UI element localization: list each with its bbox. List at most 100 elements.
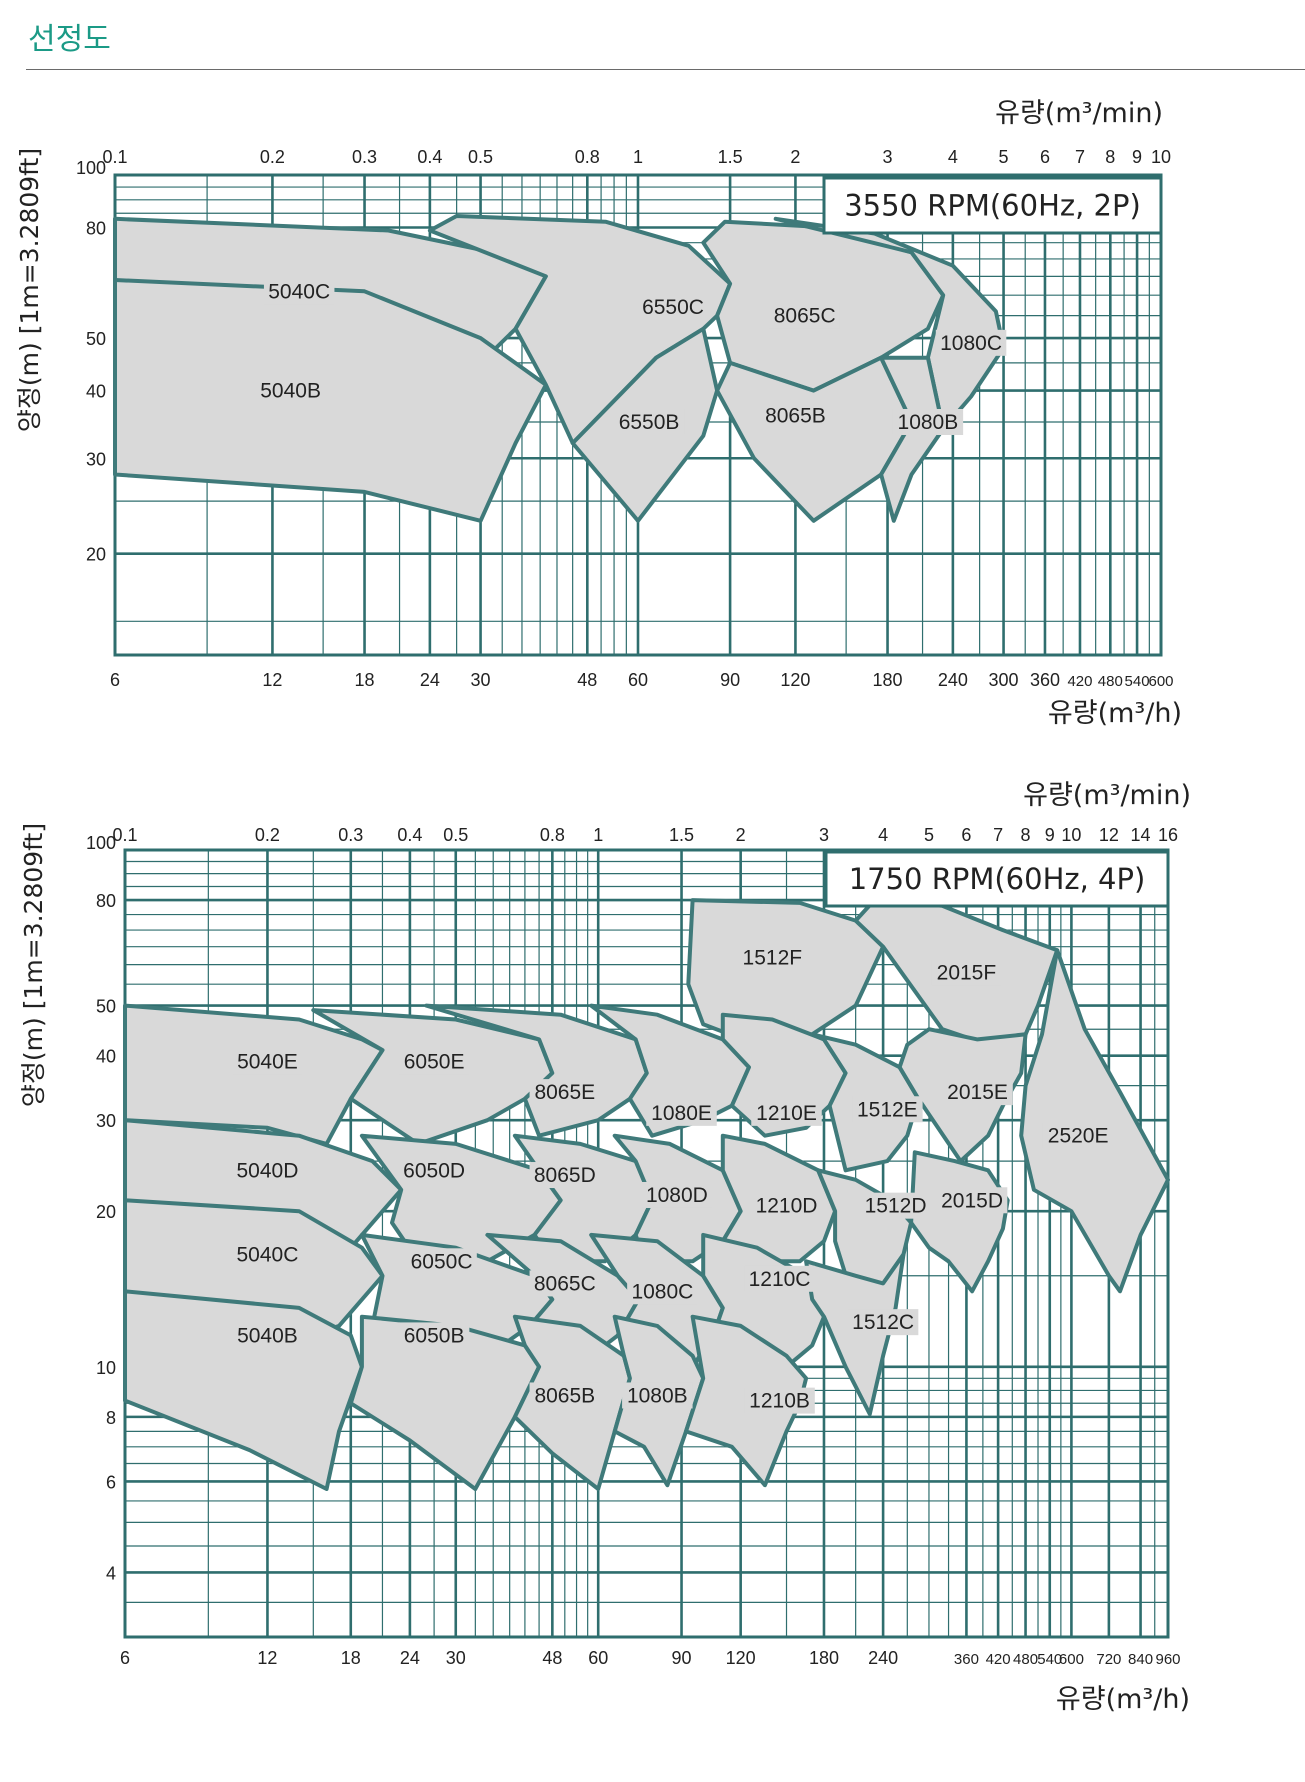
x-tick-top: 4 [948, 147, 958, 167]
model-label-bg [1042, 1122, 1114, 1149]
x-tick-top: 0.8 [575, 147, 600, 167]
x-tick-top: 0.5 [443, 825, 468, 845]
model-label: 8065C [774, 305, 836, 328]
model-label-bg [406, 1248, 477, 1275]
x-tick-top: 5 [999, 147, 1009, 167]
model-label: 2015F [937, 961, 997, 984]
x-tick-bottom: 180 [873, 670, 903, 690]
model-label: 1080B [898, 411, 959, 434]
model-label-bg [646, 1099, 717, 1126]
tick-labels: 0.1 0.2 0.3 0.4 0.5 0.8 1 1.5 2 3 4 5 6 7 8 9 10 12 14 166 1… [86, 825, 1181, 1668]
model-label-bg [737, 944, 808, 971]
model-label-bg [931, 959, 1002, 986]
model-label: 6050D [403, 1159, 465, 1182]
model-label: 5040E [237, 1050, 298, 1073]
y-tick: 4 [106, 1563, 116, 1583]
model-label-bg [232, 1322, 303, 1349]
y-tick: 30 [86, 449, 106, 469]
chart-title-box [822, 176, 1163, 235]
model-label: 1080D [646, 1184, 708, 1207]
chart-title: 3550 RPM(60Hz, 2P) [844, 189, 1141, 223]
model-label-bg [637, 294, 709, 321]
x-tick-top: 10 [1151, 147, 1171, 167]
x-axis-title-bottom: 유량(m³/h) [1056, 1684, 1190, 1715]
model-label-bg [769, 302, 840, 329]
y-tick: 100 [86, 833, 116, 853]
x-tick-bottom: 48 [577, 670, 597, 690]
y-axis-title: 양정(m) [1m=3.2809ft] [19, 823, 48, 1107]
model-regions [123, 898, 1170, 1491]
tick-labels: 0.1 0.2 0.3 0.4 0.5 0.8 1 1.5 2 3 4 5 6 7 8 9 10 6 12 18 24 3… [76, 147, 1174, 690]
y-tick: 8 [106, 1408, 116, 1428]
x-tick-bottom: 360 [954, 1651, 979, 1668]
model-label: 1512C [852, 1311, 914, 1334]
x-tick-top: 8 [1105, 147, 1115, 167]
x-tick-bottom: 540 [1125, 673, 1150, 690]
y-tick: 80 [96, 891, 116, 911]
model-label: 6050B [404, 1324, 465, 1347]
x-tick-bottom: 240 [868, 1648, 898, 1668]
model-label: 6550B [619, 411, 680, 434]
y-tick: 50 [96, 997, 116, 1017]
model-label-bg [529, 1079, 601, 1106]
x-tick-top: 1 [633, 147, 643, 167]
x-tick-bottom: 30 [471, 670, 491, 690]
model-label: 8065E [534, 1081, 595, 1104]
model-label: 2015D [941, 1189, 1003, 1212]
model-label: 6050E [404, 1050, 465, 1073]
model-region-1512f [686, 898, 886, 1047]
model-region-5040b [123, 1289, 364, 1491]
model-label-bg [852, 1096, 923, 1123]
chart-3550rpm: 5040C 5040B 6550C 6550B 8065C 8065B 1080C 1080B… [15, 98, 1182, 729]
model-label-bg [744, 1265, 815, 1292]
x-tick-bottom: 18 [355, 670, 375, 690]
model-label: 5040C [237, 1243, 299, 1266]
y-tick: 10 [96, 1358, 116, 1378]
model-label: 1512E [857, 1098, 918, 1121]
x-tick-bottom: 180 [809, 1648, 839, 1668]
y-tick: 100 [76, 158, 106, 178]
chart-title: 1750 RPM(60Hz, 4P) [849, 862, 1146, 896]
model-label-bg [232, 1241, 303, 1268]
x-tick-top: 9 [1132, 147, 1142, 167]
y-tick: 30 [96, 1111, 116, 1131]
model-label-bg [255, 377, 326, 404]
model-label-bg [942, 1079, 1013, 1106]
model-label: 5040B [237, 1324, 298, 1347]
model-label: 1080B [627, 1384, 688, 1407]
chart-title-box [824, 850, 1170, 908]
x-tick-top: 12 [1099, 825, 1119, 845]
model-label: 1080E [651, 1102, 712, 1125]
model-label: 8065C [534, 1272, 596, 1295]
model-label: 1210E [756, 1102, 817, 1125]
model-label: 1210D [756, 1195, 818, 1218]
chart-1750rpm: 5040E 5040D 5040C 5040B 6050E 6050D 6050C 6050B… [19, 780, 1191, 1715]
model-label-bg [847, 1309, 919, 1336]
x-tick-top: 7 [993, 825, 1003, 845]
model-label-bg [529, 1382, 601, 1409]
model-label: 1512F [743, 946, 803, 969]
x-tick-top: 5 [924, 825, 934, 845]
model-label: 1080C [940, 332, 1002, 355]
y-tick: 6 [106, 1472, 116, 1492]
x-tick-top: 1.5 [718, 147, 743, 167]
page-title: 선정도 [28, 22, 111, 57]
x-tick-bottom: 840 [1128, 1651, 1153, 1668]
title-divider [26, 69, 1305, 70]
x-tick-top: 7 [1075, 147, 1085, 167]
x-tick-top: 1 [593, 825, 603, 845]
model-label-bg [751, 1099, 822, 1126]
model-region-5040b [113, 278, 548, 523]
x-tick-bottom: 720 [1096, 1651, 1121, 1668]
x-tick-bottom: 90 [672, 1648, 692, 1668]
model-label-bg [892, 408, 964, 435]
model-region-6050b [348, 1314, 542, 1491]
model-label-bg [232, 1157, 303, 1184]
model-label: 2520E [1048, 1125, 1109, 1148]
model-region-2015d [909, 1150, 1010, 1294]
model-label-bg [760, 402, 831, 429]
model-label-bg [263, 278, 335, 305]
x-tick-bottom: 360 [1030, 670, 1060, 690]
x-tick-top: 0.5 [468, 147, 493, 167]
